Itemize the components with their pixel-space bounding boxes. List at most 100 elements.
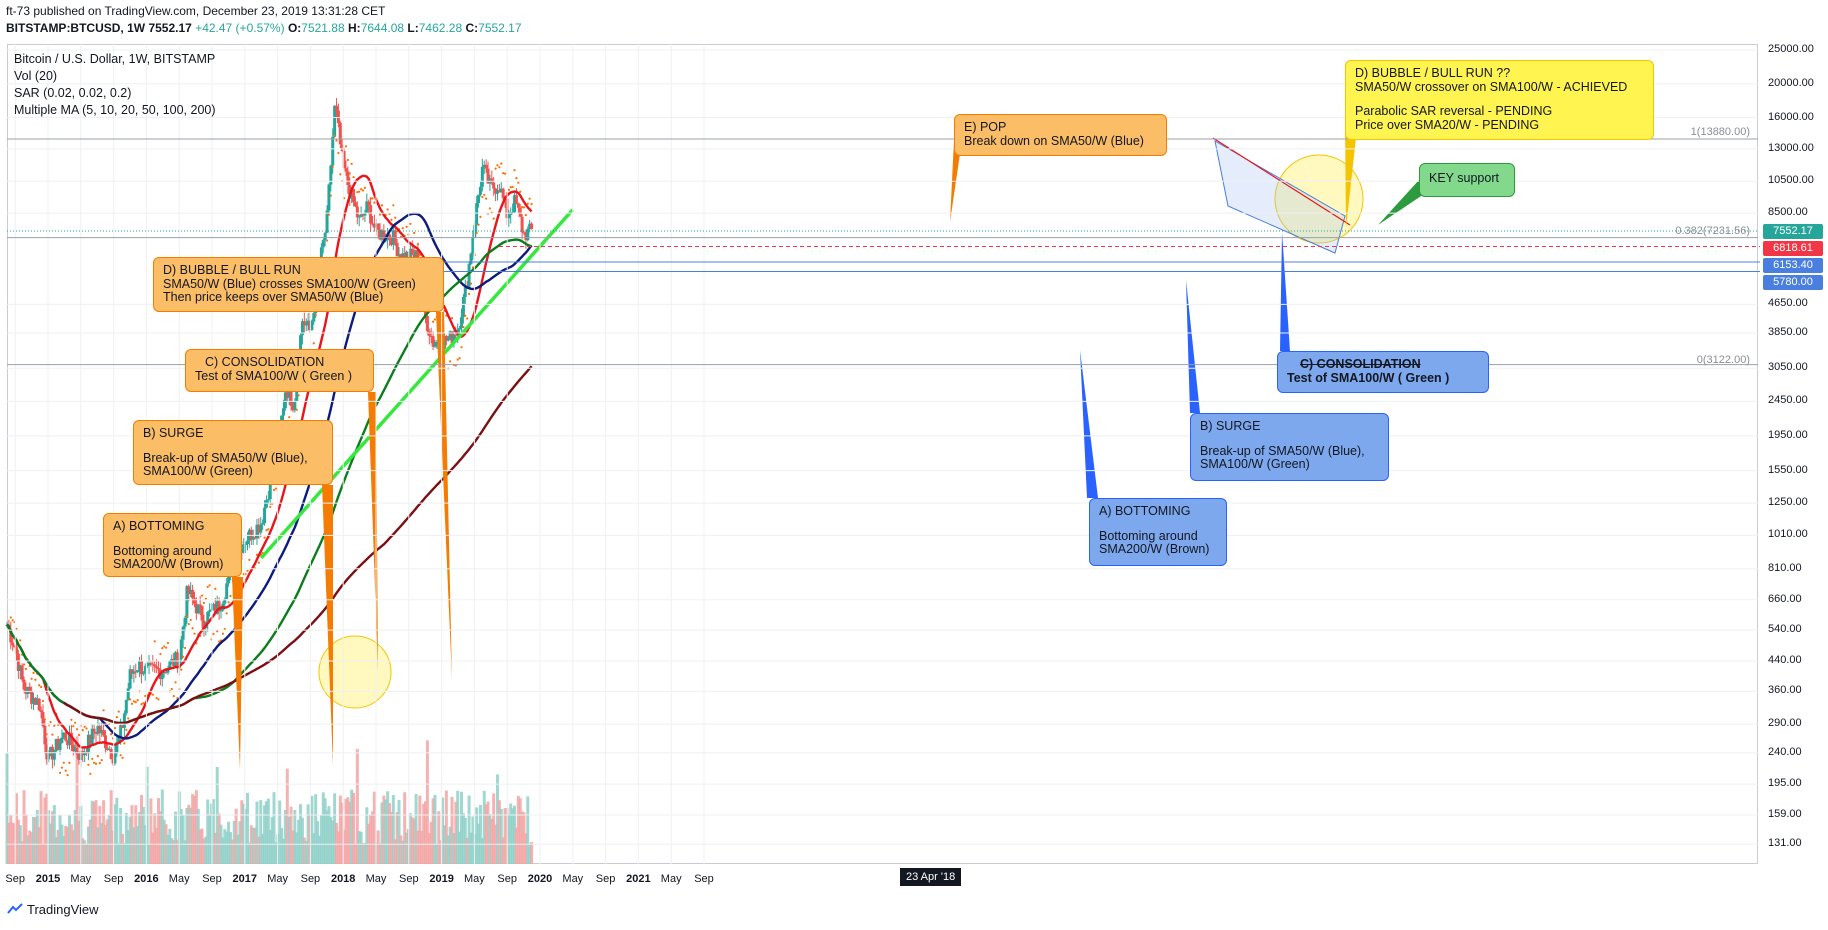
note-key-support[interactable]: KEY support bbox=[1419, 163, 1515, 197]
sar-dot bbox=[68, 761, 71, 764]
chart-pane[interactable] bbox=[7, 44, 1758, 864]
sar-dot bbox=[187, 622, 190, 626]
sar-dot bbox=[263, 536, 266, 539]
volume-bar bbox=[183, 840, 187, 864]
candle-body bbox=[471, 237, 475, 254]
volume-bar bbox=[327, 806, 331, 864]
candle-body bbox=[33, 697, 37, 705]
volume-bar bbox=[223, 829, 227, 864]
candle-body bbox=[410, 248, 414, 255]
sar-dot bbox=[344, 145, 348, 148]
sar-dot bbox=[242, 573, 245, 576]
candle-body bbox=[355, 206, 359, 218]
candle-body bbox=[132, 671, 136, 674]
candle-body bbox=[139, 661, 143, 675]
sar-dot bbox=[15, 627, 18, 630]
legend-vol[interactable]: Vol (20) bbox=[14, 69, 58, 83]
candle-body bbox=[194, 603, 198, 614]
note-left-bottoming[interactable]: A) BOTTOMING Bottoming around SMA200/W (… bbox=[103, 513, 242, 577]
note-pop[interactable]: E) POP Break down on SMA50/W (Blue) bbox=[954, 114, 1167, 156]
note-left-consolidation[interactable]: C) CONSOLIDATION Test of SMA100/W ( Gree… bbox=[185, 349, 374, 392]
sar-dot bbox=[511, 186, 514, 189]
volume-bar bbox=[52, 805, 56, 864]
note-left-surge[interactable]: B) SURGE Break-up of SMA50/W (Blue), SMA… bbox=[133, 420, 333, 485]
sar-dot bbox=[295, 408, 298, 411]
volume-bar bbox=[157, 798, 161, 864]
sar-dot bbox=[151, 693, 154, 696]
volume-bar bbox=[107, 815, 111, 864]
legend-sar[interactable]: SAR (0.02, 0.02, 0.2) bbox=[14, 86, 132, 100]
candle-body bbox=[71, 744, 75, 752]
note-left-bubble[interactable]: D) BUBBLE / BULL RUN SMA50/W (Blue) cros… bbox=[153, 257, 444, 312]
volume-bar bbox=[11, 822, 15, 864]
candle-body bbox=[128, 669, 132, 689]
volume-bar bbox=[37, 827, 41, 864]
sar-dot bbox=[431, 320, 435, 323]
volume-bar bbox=[43, 797, 47, 864]
pointer-key-support bbox=[1378, 180, 1430, 225]
candle-body bbox=[454, 334, 458, 336]
candle-body bbox=[90, 728, 94, 744]
candle-body bbox=[393, 230, 397, 243]
candle-body bbox=[522, 232, 526, 234]
candle-body bbox=[264, 500, 268, 508]
candle-body bbox=[192, 598, 196, 604]
note-right-surge[interactable]: B) SURGE Break-up of SMA50/W (Blue), SMA… bbox=[1190, 413, 1389, 481]
y-tick-label: 540.00 bbox=[1768, 623, 1802, 636]
y-tick-label: 240.00 bbox=[1768, 745, 1802, 758]
volume-bar bbox=[202, 838, 206, 864]
price-badge-blue-2: 5780.00 bbox=[1763, 275, 1823, 290]
candle-body bbox=[514, 195, 518, 204]
volume-bar bbox=[130, 805, 134, 864]
candle-body bbox=[69, 732, 73, 745]
candle-body bbox=[331, 136, 335, 166]
volume-bar bbox=[196, 808, 200, 864]
sar-dot bbox=[314, 314, 317, 317]
volume-bar bbox=[467, 795, 471, 864]
sar-dot bbox=[218, 640, 221, 643]
candle-body bbox=[109, 749, 113, 760]
sar-dot bbox=[492, 217, 495, 220]
x-tick-label: May bbox=[267, 873, 288, 885]
y-tick-label: 660.00 bbox=[1768, 592, 1802, 605]
volume-bar bbox=[410, 817, 414, 864]
sar-dot bbox=[450, 316, 454, 320]
note-right-consolidation[interactable]: C) CONSOLIDATION Test of SMA100/W ( Gree… bbox=[1277, 351, 1489, 393]
candle-body bbox=[293, 401, 297, 411]
volume-bar bbox=[314, 794, 318, 864]
last-price: 7552.17 bbox=[148, 21, 192, 35]
note-right-bottoming[interactable]: A) BOTTOMING Bottoming around SMA200/W (… bbox=[1089, 498, 1227, 566]
candle-body bbox=[175, 652, 179, 669]
volume-bar bbox=[102, 800, 106, 864]
volume-bar bbox=[316, 821, 320, 864]
volume-bar bbox=[439, 840, 443, 864]
sar-dot bbox=[462, 325, 465, 329]
candle-body bbox=[370, 223, 374, 225]
candle-body bbox=[168, 661, 172, 668]
volume-bar bbox=[355, 749, 359, 864]
sar-dot bbox=[477, 223, 480, 226]
sar-dot bbox=[98, 762, 101, 765]
candle-body bbox=[263, 507, 267, 524]
volume-bar bbox=[317, 835, 321, 864]
volume-bar bbox=[211, 799, 215, 864]
legend-ma[interactable]: Multiple MA (5, 10, 20, 50, 100, 200) bbox=[14, 103, 216, 117]
candle-body bbox=[215, 601, 219, 614]
candle-body bbox=[380, 230, 384, 240]
volume-bar bbox=[170, 838, 174, 864]
footer-brand[interactable]: TradingView bbox=[7, 902, 99, 917]
sar-dot bbox=[128, 698, 132, 701]
candle-body bbox=[242, 544, 246, 553]
candle-body bbox=[435, 342, 439, 345]
candle-body bbox=[121, 725, 125, 728]
candle-body bbox=[49, 747, 53, 751]
candle-body bbox=[119, 725, 123, 737]
sar-dot bbox=[74, 721, 77, 724]
volume-bar bbox=[98, 806, 102, 864]
sar-dot bbox=[189, 618, 192, 622]
volume-bar bbox=[463, 817, 467, 864]
sar-dot bbox=[91, 757, 94, 760]
candle-body bbox=[526, 228, 530, 241]
note-right-bubble[interactable]: D) BUBBLE / BULL RUN ?? SMA50/W crossove… bbox=[1345, 60, 1654, 140]
